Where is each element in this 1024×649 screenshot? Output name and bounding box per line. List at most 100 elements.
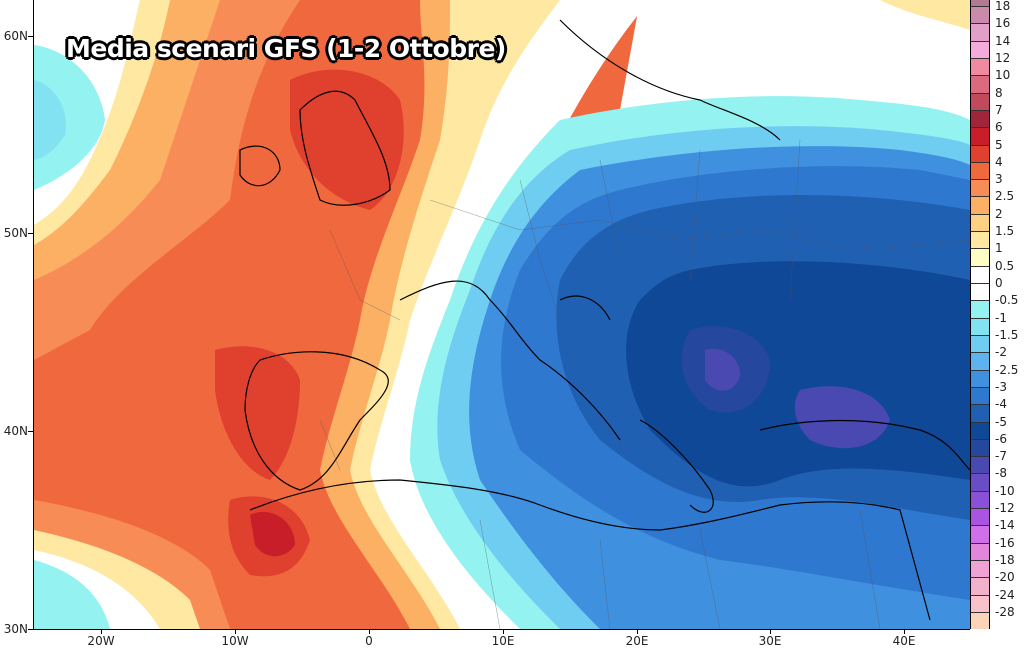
colorbar-label: -2 (995, 345, 1007, 360)
morocco-darkred (250, 511, 295, 557)
colorbar-swatch (970, 57, 990, 76)
colorbar-label: 10 (995, 68, 1011, 83)
colorbar-legend: 18 16 14 12 10 8 7 6 5 4 3 2.5 2 1.5 1 0.5 0 -0.5 -1 -1.5 -2… (970, 0, 1024, 649)
colorbar-label: -6 (995, 431, 1007, 446)
colorbar-swatch (970, 490, 990, 509)
colorbar-swatch (970, 386, 990, 405)
colorbar-label: 5 (995, 137, 1003, 152)
colorbar-label: 0 (995, 276, 1003, 291)
atlantic-cyan (34, 45, 105, 190)
lat-label-60n: 60N (3, 29, 28, 43)
colorbar-label: 2 (995, 206, 1003, 221)
colorbar-swatch (970, 421, 990, 439)
colorbar-label: 16 (995, 16, 1011, 31)
lon-label-10e: 10E (491, 634, 515, 648)
colorbar-label: -12 (995, 501, 1015, 516)
colorbar-label: -10 (995, 483, 1015, 498)
colorbar-swatch (970, 179, 990, 197)
colorbar-swatch (970, 265, 990, 284)
x-tick (503, 630, 504, 634)
x-tick (235, 630, 236, 634)
colorbar-swatch (970, 127, 990, 145)
colorbar-label: 14 (995, 33, 1011, 48)
colorbar-swatch (970, 317, 990, 335)
colorbar-swatch (970, 6, 990, 24)
colorbar-swatch (970, 40, 990, 58)
purple-greece (705, 348, 740, 391)
lat-label-40n: 40N (3, 424, 28, 438)
colorbar-swatch (970, 352, 990, 370)
colorbar-swatch (970, 231, 990, 249)
colorbar-label: -7 (995, 449, 1007, 464)
neutral-white (370, 0, 650, 629)
lon-label-40e: 40E (892, 634, 916, 648)
lat-label-30n: 30N (3, 622, 28, 636)
y-tick (28, 431, 33, 432)
colorbar-swatch (970, 334, 990, 353)
lon-label-20e: 20E (625, 634, 649, 648)
colorbar-swatch (970, 612, 990, 629)
purple-turkey (794, 386, 890, 449)
colorbar-label: 7 (995, 102, 1003, 117)
x-tick (369, 630, 370, 634)
lat-label-50n: 50N (3, 226, 28, 240)
y-axis-line (33, 0, 34, 629)
country-borders (319, 139, 970, 629)
colorbar-label: -1.5 (995, 327, 1019, 342)
anomaly-map (34, 0, 970, 629)
colorbar-swatch (970, 213, 990, 232)
colorbar-swatch (970, 369, 990, 387)
colorbar-swatch (970, 456, 990, 474)
lon-label-0: 0 (365, 634, 373, 648)
colorbar-swatch (970, 300, 990, 318)
colorbar-swatch (970, 508, 990, 526)
colorbar-label: 18 (995, 0, 1011, 13)
colorbar-label: -8 (995, 466, 1007, 481)
colorbar-swatch (970, 560, 990, 578)
colorbar-label: 8 (995, 85, 1003, 100)
colorbar-label: -1 (995, 310, 1007, 325)
y-tick (28, 233, 33, 234)
y-tick (28, 36, 33, 37)
colorbar-swatch (970, 577, 990, 595)
lon-label-10w: 10W (221, 634, 249, 648)
lon-label-20w: 20W (87, 634, 115, 648)
colorbar-label: -28 (995, 605, 1015, 619)
colorbar-label: 4 (995, 154, 1003, 169)
colorbar-label: -0.5 (995, 293, 1019, 308)
colorbar-label: -2.5 (995, 362, 1019, 377)
colorbar-swatch (970, 404, 990, 422)
colorbar-label: 2.5 (995, 189, 1015, 204)
atlantic-cyan-2 (34, 80, 66, 160)
colorbar-swatch (970, 248, 990, 266)
colorbar-label: -4 (995, 397, 1007, 412)
coastlines (239, 19, 970, 621)
colorbar-swatch (970, 75, 990, 93)
uk-red (290, 69, 404, 210)
colorbar-label: 6 (995, 120, 1003, 135)
colorbar-label: -3 (995, 379, 1007, 394)
ne-white (620, 0, 970, 130)
colorbar-swatch (970, 283, 990, 301)
blue-darker (626, 261, 970, 487)
x-tick (637, 630, 638, 634)
colorbar-swatch (970, 473, 990, 491)
colorbar-label: -24 (995, 587, 1015, 602)
colorbar-swatch (970, 196, 990, 214)
x-tick (770, 630, 771, 634)
sw-cyan (34, 560, 110, 629)
y-tick (28, 629, 33, 630)
map-title: Media scenari GFS (1-2 Ottobre) (66, 34, 506, 63)
colorbar-swatch (970, 161, 990, 180)
x-axis-line (33, 629, 970, 630)
colorbar-label: 1.5 (995, 224, 1015, 239)
colorbar-swatch (970, 438, 990, 457)
colorbar-swatch (970, 144, 990, 162)
colorbar-label: -16 (995, 535, 1015, 550)
colorbar-swatch (970, 92, 990, 110)
colorbar-swatch (970, 23, 990, 41)
colorbar-label: -18 (995, 553, 1015, 568)
colorbar-label: 1 (995, 241, 1003, 256)
colorbar-label: 3 (995, 172, 1003, 187)
colorbar-swatch (970, 0, 990, 6)
